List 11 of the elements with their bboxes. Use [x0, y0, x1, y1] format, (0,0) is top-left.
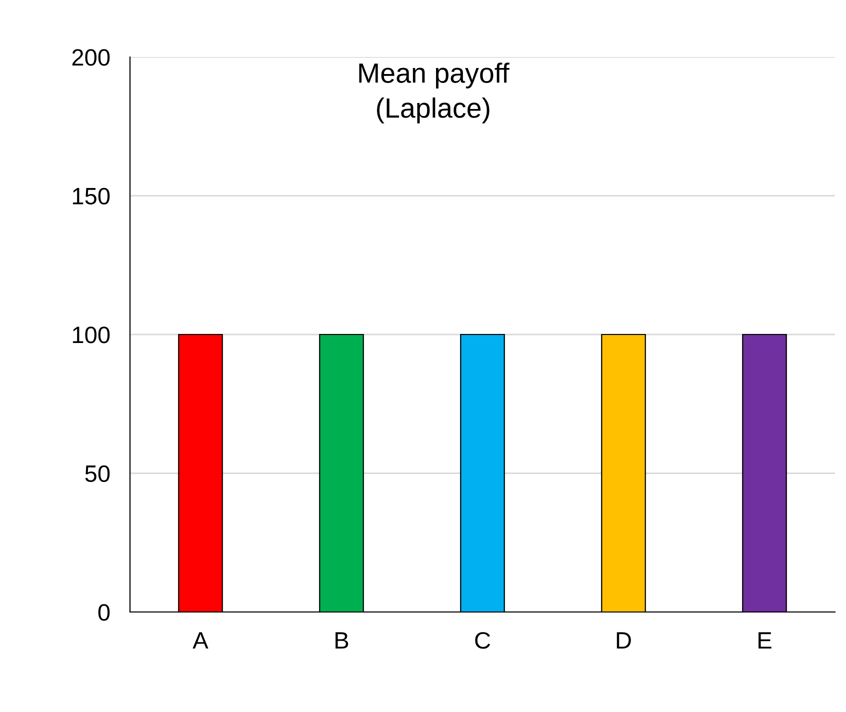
x-tick-label: D [616, 632, 631, 649]
y-tick-label: 100 [72, 326, 110, 344]
x-tick-label: E [758, 632, 772, 649]
x-tick-label: A [192, 632, 208, 649]
text: Mean payoff (Laplace) [359, 62, 510, 124]
y-tick-label: 150 [72, 188, 110, 205]
x-tick-label: B [336, 632, 348, 649]
y-tick-label: 50 [85, 465, 110, 482]
y-tick-label: 200 [72, 49, 110, 66]
x-tick-label: C [475, 632, 490, 649]
y-tick-label: 0 [98, 604, 110, 621]
